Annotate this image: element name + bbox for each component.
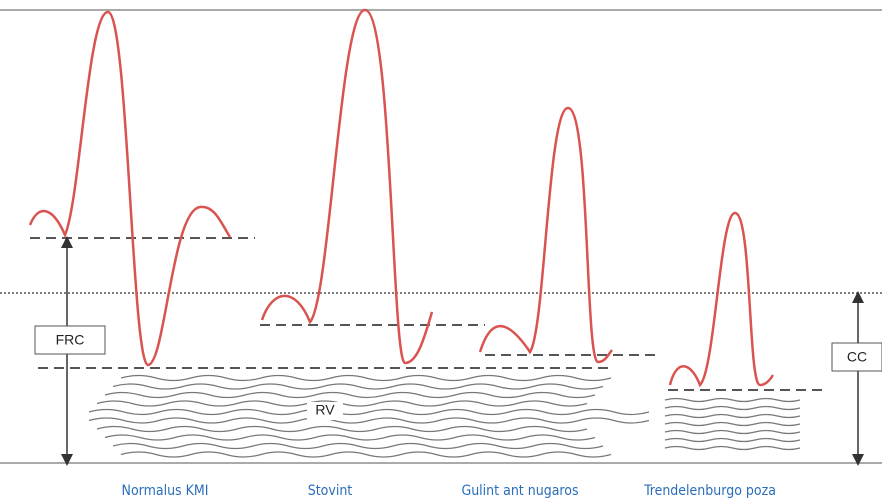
wave [664, 421, 801, 427]
caption: Trendelenburgo poza [643, 483, 776, 499]
wave [664, 437, 801, 443]
wave [112, 442, 604, 450]
wave [664, 405, 801, 411]
wave [664, 397, 801, 403]
rv-bg [307, 402, 343, 420]
frc-box [34, 325, 106, 355]
frc-label: FRC [56, 332, 85, 348]
breath-curve [260, 8, 434, 365]
wave [664, 429, 801, 435]
wave [120, 451, 612, 458]
rv-waves [88, 374, 801, 458]
breath-curve [28, 10, 232, 367]
breath-curve [668, 211, 775, 388]
breath-curve [478, 106, 613, 364]
wave [88, 408, 650, 416]
cc-label: CC [847, 349, 867, 365]
wave [664, 445, 801, 451]
wave [664, 413, 801, 419]
wave [96, 425, 588, 433]
rv-label: RV [315, 402, 335, 418]
wave [120, 374, 612, 382]
wave [104, 391, 596, 399]
cc-box [831, 342, 882, 372]
caption: Stovint [308, 483, 353, 499]
wave [112, 383, 604, 390]
caption: Gulint ant nugaros [461, 483, 578, 499]
wave [104, 434, 596, 441]
caption: Normalus KMI [122, 483, 209, 499]
wave [88, 417, 650, 424]
